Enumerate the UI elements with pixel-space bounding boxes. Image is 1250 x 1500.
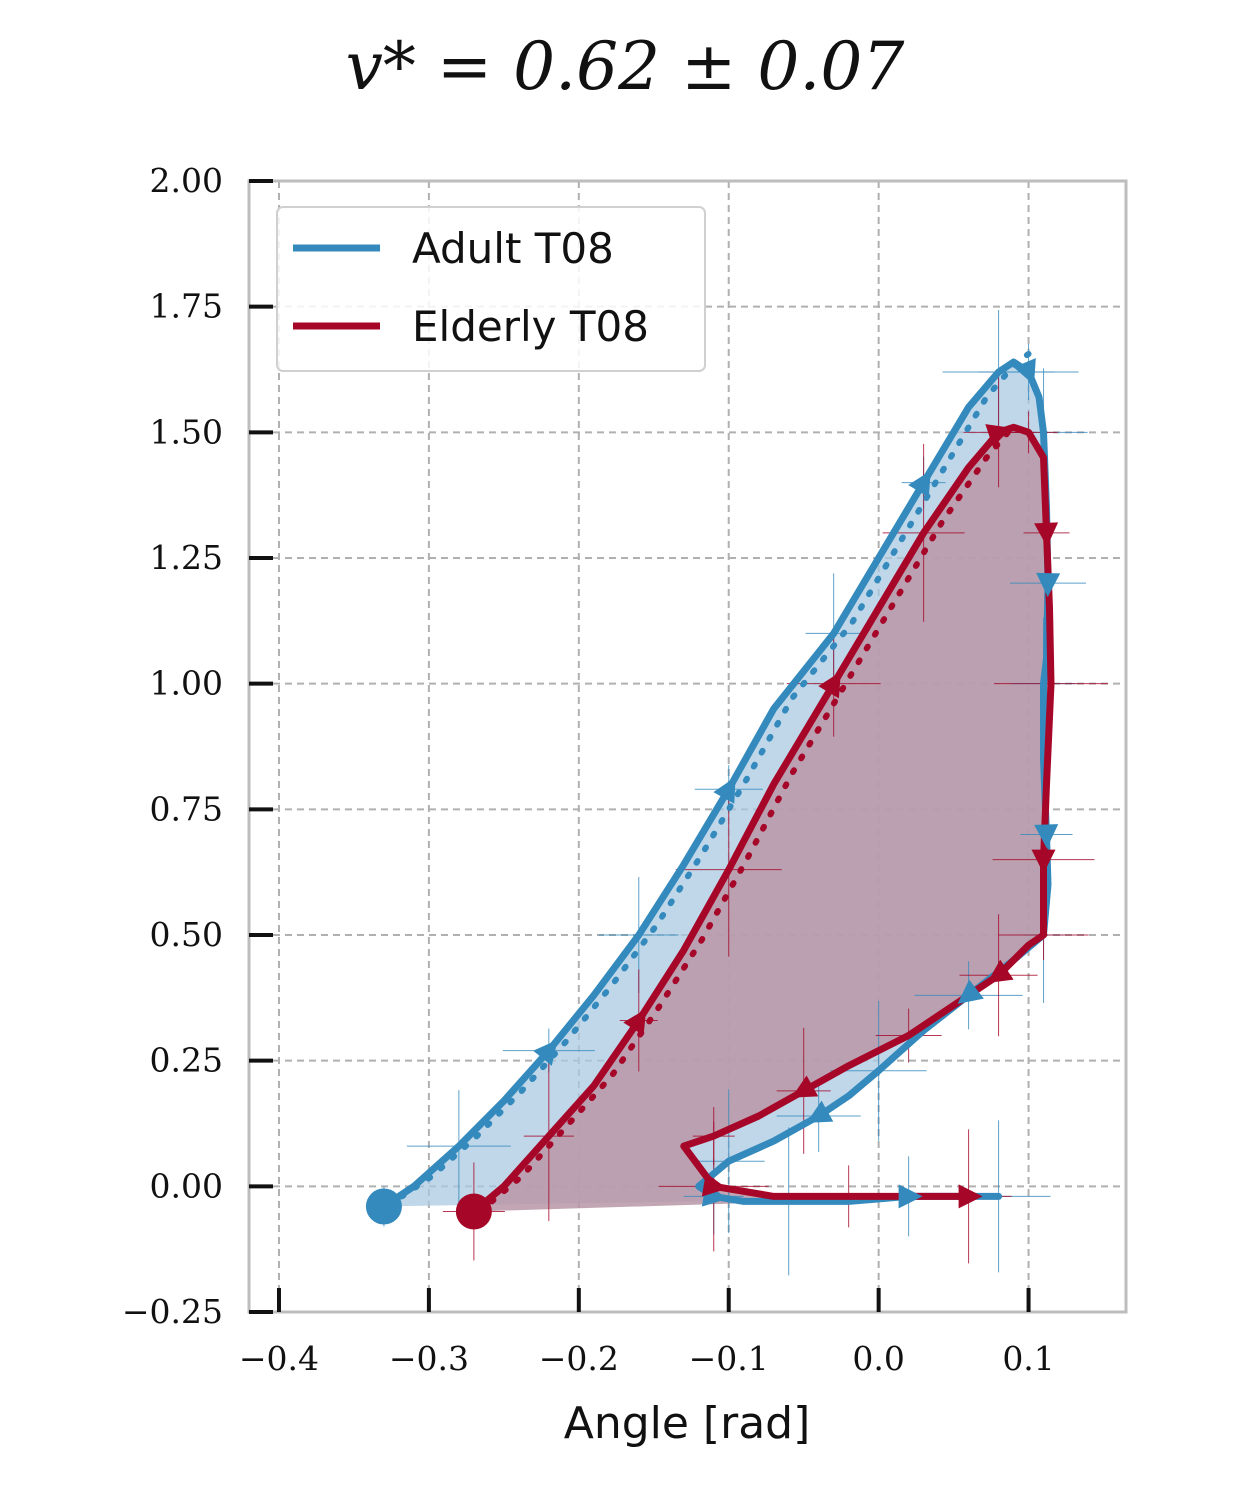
- legend-box: [276, 206, 706, 372]
- y-tick-label: 0.50: [150, 915, 223, 954]
- series-direction-marker: [898, 1184, 923, 1209]
- x-tick-label: −0.3: [389, 1339, 469, 1378]
- series-direction-marker: [533, 1039, 558, 1066]
- series-direction-marker: [985, 424, 1012, 447]
- chart-title: v* = 0.62 ± 0.07: [345, 28, 905, 105]
- x-tick-label: −0.1: [689, 1339, 769, 1378]
- series-direction-marker: [791, 1075, 819, 1098]
- series-direction-marker: [701, 1172, 728, 1197]
- series-direction-marker: [1013, 358, 1036, 385]
- y-tick-label: 0.75: [150, 789, 223, 828]
- legend-label: Elderly T08: [412, 302, 649, 351]
- series-direction-marker: [957, 979, 984, 1004]
- x-tick-label: −0.4: [239, 1339, 319, 1378]
- x-tick-label: 0.1: [1002, 1339, 1054, 1378]
- y-tick-label: 0.25: [150, 1041, 223, 1080]
- plot-frame: [247, 179, 1128, 1314]
- series-direction-marker: [1034, 824, 1059, 849]
- series-direction-marker: [623, 1008, 647, 1036]
- series-direction-marker: [713, 776, 736, 804]
- y-tick-label: 1.75: [150, 287, 223, 326]
- series-fill: [473, 427, 1051, 1212]
- y-tick-label: 2.00: [150, 161, 223, 200]
- plot-area: [365, 310, 1109, 1276]
- y-tick-label: 0.00: [150, 1166, 223, 1205]
- series-line: [380, 358, 1052, 1210]
- series-start-marker: [455, 1193, 492, 1230]
- series-line: [470, 423, 1055, 1215]
- y-tick-label: 1.00: [150, 664, 223, 703]
- x-tick-label: −0.2: [539, 1339, 619, 1378]
- series-direction-marker: [806, 1100, 834, 1123]
- series-direction-marker: [986, 959, 1014, 983]
- series-dotted-line: [398, 348, 1035, 1200]
- y-tick-label: 1.25: [150, 538, 223, 577]
- legend: Adult T08 Elderly T08: [276, 206, 706, 372]
- series-start-marker: [365, 1188, 402, 1225]
- legend-label: Adult T08: [412, 224, 614, 273]
- y-tick-label: −0.25: [122, 1292, 223, 1331]
- y-tick-label: 1.50: [150, 412, 223, 451]
- axis-ticks: −0.4 −0.3 −0.2 −0.1 0.0 0.1 −0.25 0.00 0.25 0.50 0…: [122, 161, 1055, 1378]
- series-direction-marker: [908, 470, 931, 498]
- series-direction-marker: [958, 1184, 983, 1209]
- series-direction-marker: [1031, 849, 1056, 874]
- series-direction-marker: [1034, 522, 1059, 547]
- x-tick-label: 0.0: [852, 1339, 904, 1378]
- series-direction-marker: [818, 671, 841, 699]
- series-direction-marker: [1036, 572, 1061, 598]
- series-dotted-line: [488, 419, 1020, 1205]
- x-axis-label: Angle [rad]: [563, 1398, 811, 1449]
